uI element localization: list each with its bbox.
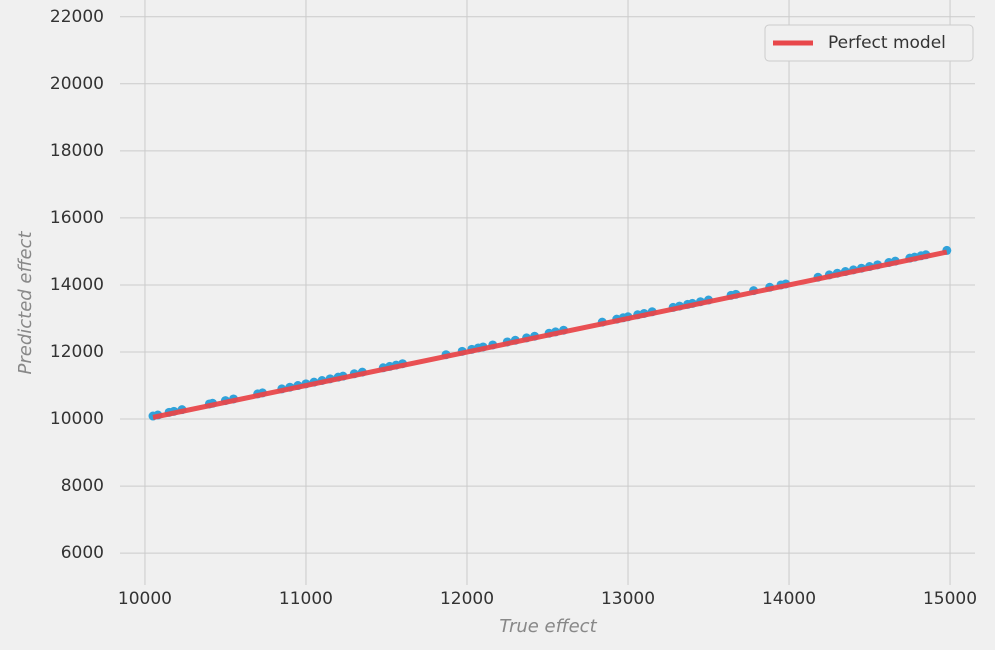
x-axis-label: True effect [499,616,597,637]
y-tick-label: 8000 [61,476,104,496]
y-tick-label: 18000 [50,141,104,161]
x-tick-label: 13000 [601,589,655,609]
y-tick-label: 12000 [50,342,104,362]
y-tick-label: 14000 [50,275,104,295]
legend-box [764,24,974,62]
y-axis-label: Predicted effect [15,231,36,375]
y-tick-label: 6000 [61,543,104,563]
y-tick-label: 20000 [50,74,104,94]
x-tick-label: 15000 [923,589,977,609]
x-tick-label: 10000 [118,589,172,609]
legend-label: Perfect model [828,33,946,53]
x-tick-label: 11000 [279,589,333,609]
x-tick-label: 14000 [762,589,816,609]
line [152,249,948,420]
x-tick-label: 12000 [440,589,494,609]
y-tick-label: 16000 [50,208,104,228]
y-tick-label: 22000 [50,7,104,27]
y-tick-label: 10000 [50,409,104,429]
